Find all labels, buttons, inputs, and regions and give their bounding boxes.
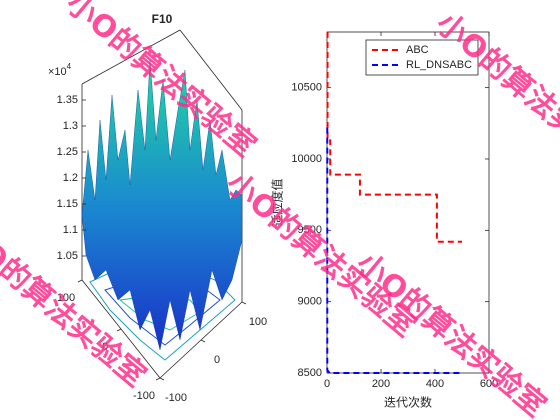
z-multiplier: ×104 (48, 62, 72, 78)
axis-edge (81, 29, 181, 85)
y-tick (116, 328, 122, 332)
x-tick-label: 0 (324, 378, 330, 390)
y-tick-label: 8500 (298, 367, 322, 379)
legend-label: RL_DNSABC (406, 59, 472, 71)
y-tick-label: 10000 (291, 153, 322, 165)
x-tick (200, 339, 206, 343)
z-tick-label: 1.35 (57, 94, 78, 106)
y-tick-label: 9000 (298, 296, 322, 308)
x-axis-label: 迭代次数 (384, 395, 432, 410)
x-tick-label: 600 (480, 378, 498, 390)
x-tick (241, 301, 247, 305)
x-tick (159, 377, 165, 381)
x-tick-label: 200 (372, 378, 390, 390)
y-tick-label: 9500 (298, 224, 322, 236)
z-tick-label: 1.25 (57, 146, 78, 158)
z-tick-label: 1.2 (63, 172, 78, 184)
z-tick-label: 1.05 (57, 250, 78, 262)
chart-title: F10 (152, 12, 173, 26)
z-tick-label: 1.3 (63, 120, 78, 132)
x-tick-label: 100 (249, 316, 267, 328)
legend-box (365, 39, 479, 76)
watermark: 小O的算法实验室 (429, 6, 560, 184)
watermark: 小O的算法实验室 (349, 246, 552, 420)
z-tick-label: 1.1 (63, 224, 78, 236)
y-tick-label: 100 (57, 292, 75, 304)
y-axis-label: 适应度值 (270, 178, 285, 226)
y-tick (155, 377, 161, 381)
y-tick-label: 0 (102, 341, 108, 353)
z-multiplier-base: ×10 (48, 66, 67, 78)
axis-edge (179, 29, 243, 111)
z-multiplier-exponent: 4 (67, 62, 72, 71)
x-tick-label: -100 (165, 392, 187, 404)
x-tick-label: 400 (426, 378, 444, 390)
surface (81, 59, 243, 351)
y-tick-label: -100 (133, 390, 155, 402)
z-tick-label: 1.15 (57, 198, 78, 210)
series-line (326, 32, 462, 243)
y-tick-label: 10500 (291, 82, 322, 94)
y-tick (77, 279, 83, 283)
series-line (326, 127, 462, 374)
legend-label: ABC (406, 44, 429, 56)
x-tick-label: 0 (214, 354, 220, 366)
